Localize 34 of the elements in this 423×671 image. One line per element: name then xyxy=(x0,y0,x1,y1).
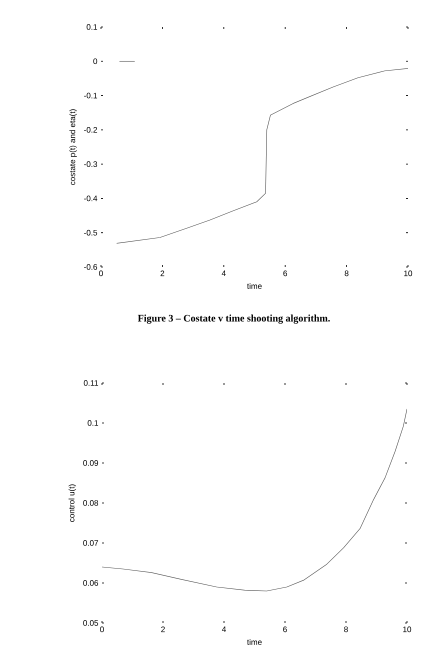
y-tick-label: -0.2 xyxy=(84,127,98,133)
x-tick-label: 10 xyxy=(404,270,412,276)
x-tick-label: 6 xyxy=(283,626,287,632)
x-tick-label: 6 xyxy=(283,270,288,276)
y-tick-label: 0.05 xyxy=(83,620,98,626)
line-series xyxy=(102,408,408,592)
line-series xyxy=(116,68,408,244)
x-tick-label: 2 xyxy=(161,626,165,632)
y-tick-label: 0.06 xyxy=(83,580,98,586)
x-tick-label: 8 xyxy=(344,270,348,276)
y-tick-label: 0.07 xyxy=(83,540,98,546)
x-axis-title: time xyxy=(247,639,262,645)
y-axis-title: costate p(t) and eta(t) xyxy=(69,109,77,185)
y-tick-label: 0.08 xyxy=(83,500,98,506)
x-tick-label: 10 xyxy=(403,626,412,632)
x-tick-label: 4 xyxy=(222,270,226,276)
x-tick-label: 2 xyxy=(160,270,164,276)
x-tick-label: 4 xyxy=(222,626,226,632)
y-tick-label: -0.6 xyxy=(84,264,98,270)
y-tick-label: -0.1 xyxy=(84,92,98,98)
x-tick-label: 0 xyxy=(100,626,104,632)
y-tick-label: 0.1 xyxy=(86,24,98,30)
y-tick-label: -0.4 xyxy=(84,196,98,202)
x-tick-label: 8 xyxy=(344,626,348,632)
y-tick-label: 0.09 xyxy=(83,460,98,466)
y-tick-label: 0.11 xyxy=(84,380,98,386)
caption: Figure 3 – Costate v time shooting algorithm. xyxy=(138,314,330,324)
x-tick-label: 0 xyxy=(99,270,103,276)
y-tick-label: -0.5 xyxy=(84,230,98,236)
y-axis-title: control u(t) xyxy=(68,484,76,522)
y-tick-label: 0 xyxy=(93,58,98,64)
x-axis-title: time xyxy=(247,283,262,289)
y-tick-label: -0.3 xyxy=(84,161,98,167)
y-tick-label: 0.1 xyxy=(88,420,98,426)
